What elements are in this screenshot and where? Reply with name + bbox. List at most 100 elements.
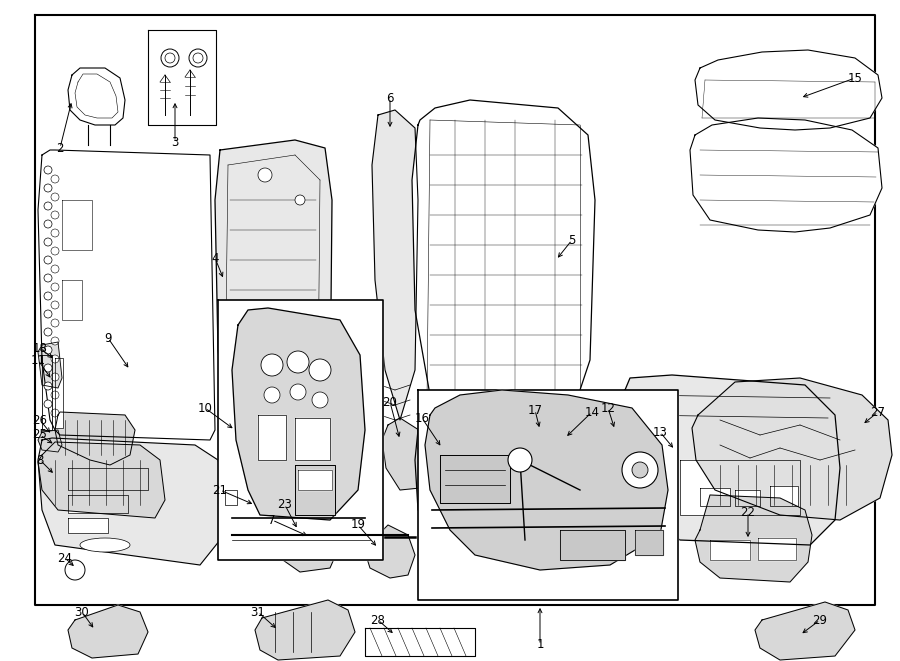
Circle shape bbox=[622, 452, 658, 488]
Text: 25: 25 bbox=[32, 428, 48, 442]
Text: 12: 12 bbox=[600, 401, 616, 414]
Text: 15: 15 bbox=[848, 71, 862, 85]
Polygon shape bbox=[735, 490, 760, 506]
Polygon shape bbox=[55, 412, 135, 465]
Text: 29: 29 bbox=[813, 613, 827, 627]
Text: 1: 1 bbox=[536, 639, 544, 652]
Polygon shape bbox=[418, 390, 678, 600]
Polygon shape bbox=[62, 280, 82, 320]
Text: 27: 27 bbox=[870, 405, 886, 418]
Ellipse shape bbox=[80, 538, 130, 552]
Polygon shape bbox=[295, 465, 335, 515]
Circle shape bbox=[44, 382, 52, 390]
Circle shape bbox=[290, 384, 306, 400]
Circle shape bbox=[258, 168, 272, 182]
Circle shape bbox=[44, 364, 52, 372]
Polygon shape bbox=[232, 308, 365, 520]
Text: 9: 9 bbox=[104, 332, 112, 344]
Polygon shape bbox=[700, 488, 730, 506]
Circle shape bbox=[189, 49, 207, 67]
Text: 3: 3 bbox=[171, 136, 179, 149]
Polygon shape bbox=[422, 518, 615, 595]
Text: 6: 6 bbox=[386, 91, 394, 104]
Circle shape bbox=[44, 238, 52, 246]
Circle shape bbox=[295, 195, 305, 205]
Circle shape bbox=[44, 310, 52, 318]
Polygon shape bbox=[55, 358, 63, 428]
Circle shape bbox=[44, 328, 52, 336]
Polygon shape bbox=[412, 100, 595, 435]
Text: 30: 30 bbox=[75, 605, 89, 619]
Circle shape bbox=[264, 387, 280, 403]
Polygon shape bbox=[560, 530, 625, 560]
Polygon shape bbox=[770, 486, 798, 506]
Polygon shape bbox=[38, 430, 62, 452]
Text: 20: 20 bbox=[382, 395, 398, 408]
Circle shape bbox=[51, 355, 59, 363]
Polygon shape bbox=[680, 460, 800, 515]
Polygon shape bbox=[38, 438, 225, 565]
Polygon shape bbox=[62, 200, 92, 250]
Text: 16: 16 bbox=[415, 412, 429, 424]
Circle shape bbox=[51, 247, 59, 255]
Circle shape bbox=[44, 256, 52, 264]
Circle shape bbox=[51, 409, 59, 417]
Circle shape bbox=[51, 301, 59, 309]
Polygon shape bbox=[275, 510, 340, 572]
Circle shape bbox=[65, 560, 85, 580]
Circle shape bbox=[508, 448, 532, 472]
Circle shape bbox=[44, 220, 52, 228]
Text: 26: 26 bbox=[32, 414, 48, 426]
Polygon shape bbox=[382, 418, 428, 490]
Text: 5: 5 bbox=[568, 233, 576, 247]
Polygon shape bbox=[620, 375, 840, 545]
Circle shape bbox=[51, 193, 59, 201]
Polygon shape bbox=[42, 355, 52, 430]
Circle shape bbox=[312, 392, 328, 408]
Text: 31: 31 bbox=[250, 605, 266, 619]
Text: 18: 18 bbox=[32, 342, 48, 354]
Polygon shape bbox=[68, 495, 128, 513]
Circle shape bbox=[44, 346, 52, 354]
Circle shape bbox=[51, 229, 59, 237]
Circle shape bbox=[44, 274, 52, 282]
Circle shape bbox=[193, 53, 203, 63]
Polygon shape bbox=[35, 15, 875, 605]
Polygon shape bbox=[68, 68, 125, 125]
Polygon shape bbox=[758, 538, 796, 560]
Polygon shape bbox=[255, 600, 355, 660]
Text: 19: 19 bbox=[350, 518, 365, 531]
Circle shape bbox=[51, 265, 59, 273]
Polygon shape bbox=[68, 468, 148, 490]
Text: 23: 23 bbox=[277, 498, 292, 512]
Circle shape bbox=[632, 462, 648, 478]
Text: 11: 11 bbox=[31, 354, 46, 366]
Polygon shape bbox=[710, 540, 750, 560]
Polygon shape bbox=[225, 490, 237, 505]
Polygon shape bbox=[365, 628, 475, 656]
Circle shape bbox=[44, 166, 52, 174]
Text: 24: 24 bbox=[58, 551, 73, 564]
Polygon shape bbox=[38, 442, 165, 518]
Text: 7: 7 bbox=[268, 514, 275, 527]
Text: 28: 28 bbox=[371, 613, 385, 627]
Polygon shape bbox=[695, 50, 882, 130]
Circle shape bbox=[287, 351, 309, 373]
Polygon shape bbox=[415, 415, 625, 535]
Circle shape bbox=[51, 319, 59, 327]
Circle shape bbox=[165, 53, 175, 63]
Text: 21: 21 bbox=[212, 483, 228, 496]
Polygon shape bbox=[295, 418, 330, 460]
Text: 10: 10 bbox=[198, 401, 212, 414]
Circle shape bbox=[51, 373, 59, 381]
Circle shape bbox=[309, 359, 331, 381]
Polygon shape bbox=[372, 110, 418, 420]
Circle shape bbox=[51, 391, 59, 399]
Polygon shape bbox=[218, 300, 383, 560]
Text: 2: 2 bbox=[56, 141, 64, 155]
Circle shape bbox=[44, 184, 52, 192]
Circle shape bbox=[51, 211, 59, 219]
Text: 13: 13 bbox=[652, 426, 668, 438]
Polygon shape bbox=[38, 150, 215, 440]
Circle shape bbox=[44, 202, 52, 210]
